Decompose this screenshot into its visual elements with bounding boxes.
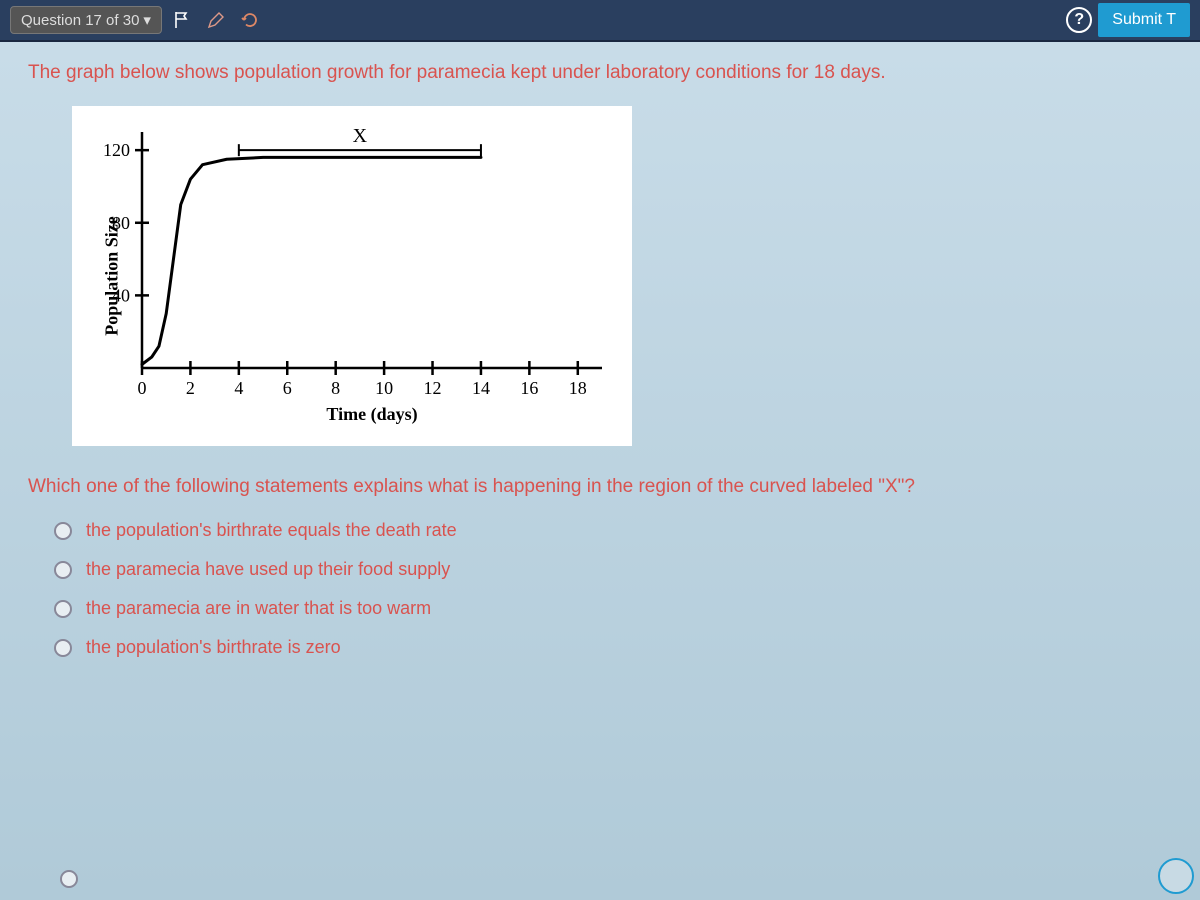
option-text: the population's birthrate is zero xyxy=(86,637,341,658)
svg-text:Time (days): Time (days) xyxy=(326,404,417,425)
chart-container: Population Size 4080120024681012141618Ti… xyxy=(72,106,632,446)
radio-icon[interactable] xyxy=(54,522,72,540)
option-row[interactable]: the paramecia have used up their food su… xyxy=(54,559,1172,580)
svg-text:8: 8 xyxy=(331,378,340,398)
svg-text:0: 0 xyxy=(138,378,147,398)
radio-icon[interactable] xyxy=(54,639,72,657)
intro-text: The graph below shows population growth … xyxy=(28,62,1172,84)
option-text: the paramecia are in water that is too w… xyxy=(86,598,431,619)
help-icon[interactable]: ? xyxy=(1066,7,1092,33)
content-area: The graph below shows population growth … xyxy=(0,42,1200,900)
options-list: the population's birthrate equals the de… xyxy=(54,520,1172,658)
question-text: Which one of the following statements ex… xyxy=(28,476,1172,498)
next-arrow-icon[interactable] xyxy=(1158,858,1194,894)
radio-icon[interactable] xyxy=(54,600,72,618)
flag-icon[interactable] xyxy=(168,6,196,34)
topbar: Question 17 of 30 ▾ ? Submit T xyxy=(0,0,1200,42)
pencil-icon[interactable] xyxy=(202,6,230,34)
radio-icon[interactable] xyxy=(54,561,72,579)
svg-text:2: 2 xyxy=(186,378,195,398)
refresh-icon[interactable] xyxy=(236,6,264,34)
option-row[interactable]: the population's birthrate is zero xyxy=(54,637,1172,658)
topbar-right: ? Submit T xyxy=(1066,3,1190,37)
svg-text:12: 12 xyxy=(424,378,442,398)
svg-text:14: 14 xyxy=(472,378,490,398)
svg-text:X: X xyxy=(353,125,368,147)
svg-text:18: 18 xyxy=(569,378,587,398)
option-row[interactable]: the paramecia are in water that is too w… xyxy=(54,598,1172,619)
y-axis-label: Population Size xyxy=(101,216,122,336)
radio-icon[interactable] xyxy=(60,870,78,888)
topbar-left: Question 17 of 30 ▾ xyxy=(10,6,264,34)
svg-text:6: 6 xyxy=(283,378,292,398)
svg-text:120: 120 xyxy=(103,140,130,160)
option-row[interactable]: the population's birthrate equals the de… xyxy=(54,520,1172,541)
chevron-down-icon: ▾ xyxy=(143,11,151,29)
submit-button[interactable]: Submit T xyxy=(1098,3,1190,37)
svg-text:16: 16 xyxy=(520,378,538,398)
population-chart: 4080120024681012141618Time (days)X xyxy=(82,118,622,428)
svg-text:10: 10 xyxy=(375,378,393,398)
option-text: the paramecia have used up their food su… xyxy=(86,559,450,580)
option-text: the population's birthrate equals the de… xyxy=(86,520,457,541)
svg-text:4: 4 xyxy=(234,378,243,398)
question-nav-label: Question 17 of 30 xyxy=(21,12,139,29)
question-nav-button[interactable]: Question 17 of 30 ▾ xyxy=(10,6,162,34)
